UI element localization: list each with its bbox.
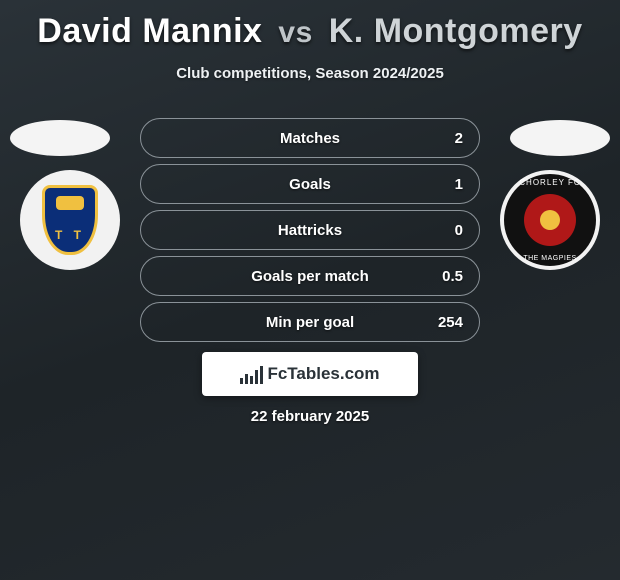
rose-icon <box>524 194 576 246</box>
player1-name: David Mannix <box>37 12 262 50</box>
stat-label: Goals <box>141 176 479 193</box>
club-badge-left <box>20 170 120 270</box>
stat-row: Goals per match 0.5 <box>140 256 480 296</box>
branding-text: FcTables.com <box>267 364 379 384</box>
club-crest-left-icon <box>42 185 98 255</box>
stat-label: Matches <box>141 130 479 147</box>
stat-row: Min per goal 254 <box>140 302 480 342</box>
flag-ellipse-right <box>510 120 610 156</box>
comparison-title: David Mannix vs K. Montgomery <box>0 0 620 51</box>
stat-right-value: 2 <box>455 130 463 147</box>
stat-right-value: 0.5 <box>442 268 463 285</box>
stat-label: Goals per match <box>141 268 479 285</box>
stat-right-value: 1 <box>455 176 463 193</box>
date-label: 22 february 2025 <box>0 408 620 425</box>
club-badge-right-top-text: CHORLEY FC <box>504 178 596 187</box>
club-badge-right: CHORLEY FC THE MAGPIES <box>500 170 600 270</box>
branding-box: FcTables.com <box>202 352 418 396</box>
stats-container: Matches 2 Goals 1 Hattricks 0 Goals per … <box>140 118 480 348</box>
player2-name: K. Montgomery <box>329 12 583 50</box>
stat-right-value: 0 <box>455 222 463 239</box>
club-badge-right-bottom-text: THE MAGPIES <box>504 255 596 262</box>
bar-chart-icon <box>240 364 263 384</box>
stat-right-value: 254 <box>438 314 463 331</box>
flag-ellipse-left <box>10 120 110 156</box>
subtitle: Club competitions, Season 2024/2025 <box>0 65 620 82</box>
stat-row: Matches 2 <box>140 118 480 158</box>
stat-label: Hattricks <box>141 222 479 239</box>
vs-text: vs <box>278 16 312 49</box>
stat-label: Min per goal <box>141 314 479 331</box>
stat-row: Hattricks 0 <box>140 210 480 250</box>
stat-row: Goals 1 <box>140 164 480 204</box>
